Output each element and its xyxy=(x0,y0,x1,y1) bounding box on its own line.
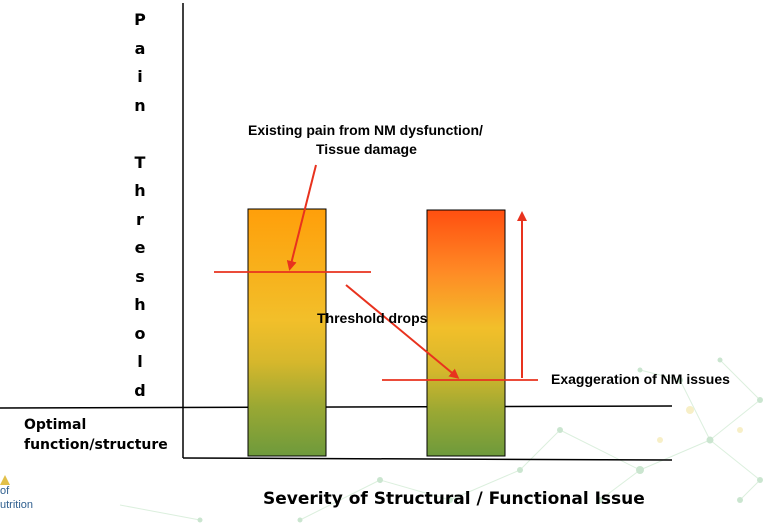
threshold-drops-callout: Threshold drops xyxy=(317,310,428,326)
y-axis-label-letter: r xyxy=(136,209,144,229)
optimal-label-line2: function/structure xyxy=(24,437,168,453)
y-axis-label-letter: h xyxy=(134,295,146,314)
y-axis-label-letter: P xyxy=(134,10,146,29)
y-axis-label-letter: n xyxy=(134,95,146,115)
y-axis-label-letter: s xyxy=(135,266,145,286)
y-axis-label-letter: h xyxy=(134,181,146,200)
y-axis-label-letter: a xyxy=(134,38,146,58)
existing-pain-arrow xyxy=(286,164,317,271)
logo-text-line2: utrition xyxy=(0,499,34,511)
optimal-baseline-label: Optimal function/structure xyxy=(24,415,184,455)
y-axis-label-letter: e xyxy=(134,238,146,257)
y-axis-label-letter: T xyxy=(134,152,146,172)
logo-mark-icon xyxy=(0,475,10,485)
threshold-drop-arrow xyxy=(345,284,460,379)
existing-pain-callout-line2: Tissue damage xyxy=(316,141,417,157)
y-axis-label-letter: d xyxy=(134,380,146,400)
logo-text-line1: of xyxy=(0,485,10,497)
y-axis-label-letter: l xyxy=(137,352,143,371)
exaggeration-callout: Exaggeration of NM issues xyxy=(551,371,730,387)
y-axis-label-letter: i xyxy=(137,67,143,86)
x-axis-label: Severity of Structural / Functional Issu… xyxy=(263,489,645,509)
bar-existing-pain xyxy=(247,208,327,457)
background-network-decoration xyxy=(119,357,763,523)
y-axis-label-letter: o xyxy=(134,323,146,343)
bar-exaggerated-pain xyxy=(426,209,506,457)
existing-pain-callout-line1: Existing pain from NM dysfunction/ xyxy=(248,122,483,138)
optimal-label-line1: Optimal xyxy=(24,417,87,433)
baseline-optimal-line xyxy=(0,405,673,409)
x-axis xyxy=(182,457,673,461)
